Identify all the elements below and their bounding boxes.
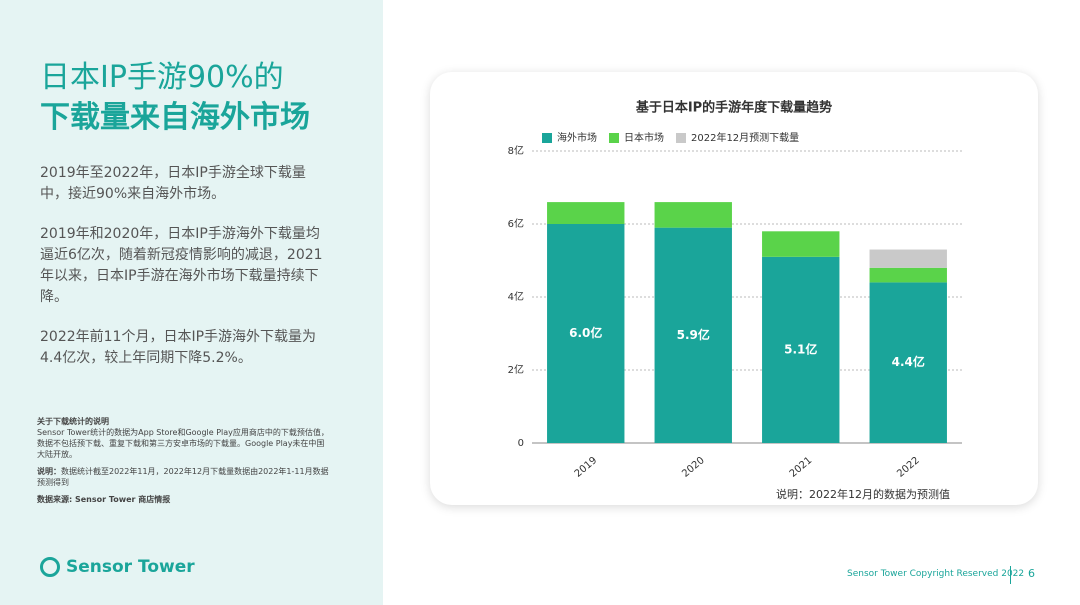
chart-card: 基于日本IP的手游年度下载量趋势 说明：2022年12月的数据为预测值 0 2亿 4… xyxy=(430,72,1038,505)
note-text: Sensor Tower统计的数据为App Store和Google Play应… xyxy=(37,428,329,459)
logo: Sensor Tower xyxy=(40,557,195,577)
title-line2: 下载量来自海外市场 xyxy=(40,100,310,135)
note-heading: 说明： xyxy=(37,467,61,476)
logo-text: Sensor Tower xyxy=(66,557,195,577)
note: 关于下载统计的说明 Sensor Tower统计的数据为App Store和Goo… xyxy=(37,416,329,460)
bar-segment xyxy=(869,267,947,283)
paragraph: 2019年和2020年，日本IP手游海外下载量均逼近6亿次，随着新冠疫情影响的减… xyxy=(40,226,323,305)
divider xyxy=(1010,566,1011,584)
bar-segment xyxy=(654,227,732,443)
bar-segment xyxy=(762,231,840,257)
paragraphs: 2019年至2022年，日本IP手游全球下载量中，接近90%来自海外市场。 20… xyxy=(40,163,330,388)
chart-note: 说明：2022年12月的数据为预测值 xyxy=(776,487,950,501)
value-label: 6.0亿 xyxy=(569,325,602,340)
logo-icon xyxy=(40,557,60,577)
legend-swatch xyxy=(609,133,619,143)
title-line1: 日本IP手游90%的 xyxy=(40,60,284,95)
x-tick-label: 2021 xyxy=(788,455,815,480)
chart-title: 基于日本IP的手游年度下载量趋势 xyxy=(635,100,832,116)
y-tick-label: 0 xyxy=(518,438,524,449)
value-label: 5.1亿 xyxy=(784,341,817,356)
bar-segment xyxy=(654,202,732,228)
value-label: 5.9亿 xyxy=(677,327,710,342)
y-tick-label: 8亿 xyxy=(508,144,524,157)
legend-swatch xyxy=(542,133,552,143)
bar-segment xyxy=(869,282,947,443)
chart: 基于日本IP的手游年度下载量趋势 说明：2022年12月的数据为预测值 0 2亿 4… xyxy=(508,100,962,501)
bar-segment xyxy=(762,256,840,443)
x-tick-label: 2022 xyxy=(895,455,922,480)
paragraph: 2019年至2022年，日本IP手游全球下载量中，接近90%来自海外市场。 xyxy=(40,165,306,202)
left-panel: 日本IP手游90%的 下载量来自海外市场 2019年至2022年，日本IP手游全… xyxy=(0,0,383,605)
legend-label: 日本市场 xyxy=(624,131,664,144)
x-tick-label: 2019 xyxy=(573,455,600,480)
legend-label: 海外市场 xyxy=(557,131,597,144)
paragraph: 2022年前11个月，日本IP手游海外下载量为4.4亿次，较上年同期下降5.2%… xyxy=(40,329,317,366)
copyright: Sensor Tower Copyright Reserved 2022 xyxy=(847,569,1025,579)
note: 说明：数据统计截至2022年11月，2022年12月下载量数据由2022年1-1… xyxy=(37,466,329,488)
legend-label: 2022年12月预测下载量 xyxy=(691,131,799,144)
x-tick-label: 2020 xyxy=(680,455,707,480)
bar-segment xyxy=(547,224,625,443)
note-heading: 数据来源: Sensor Tower 商店情报 xyxy=(37,495,171,504)
y-tick-label: 4亿 xyxy=(508,290,524,303)
notes: 关于下载统计的说明 Sensor Tower统计的数据为App Store和Goo… xyxy=(37,416,329,511)
y-tick-label: 6亿 xyxy=(508,217,524,230)
bar-segment xyxy=(869,249,947,268)
bar-segment xyxy=(547,202,625,224)
note-text: 数据统计截至2022年11月，2022年12月下载量数据由2022年1-11月数… xyxy=(37,467,329,487)
y-tick-label: 2亿 xyxy=(508,363,524,376)
legend-swatch xyxy=(676,133,686,143)
page-number: 6 xyxy=(1028,567,1035,580)
note: 数据来源: Sensor Tower 商店情报 xyxy=(37,494,329,505)
note-heading: 关于下载统计的说明 xyxy=(37,417,109,426)
value-label: 4.4亿 xyxy=(892,354,925,369)
